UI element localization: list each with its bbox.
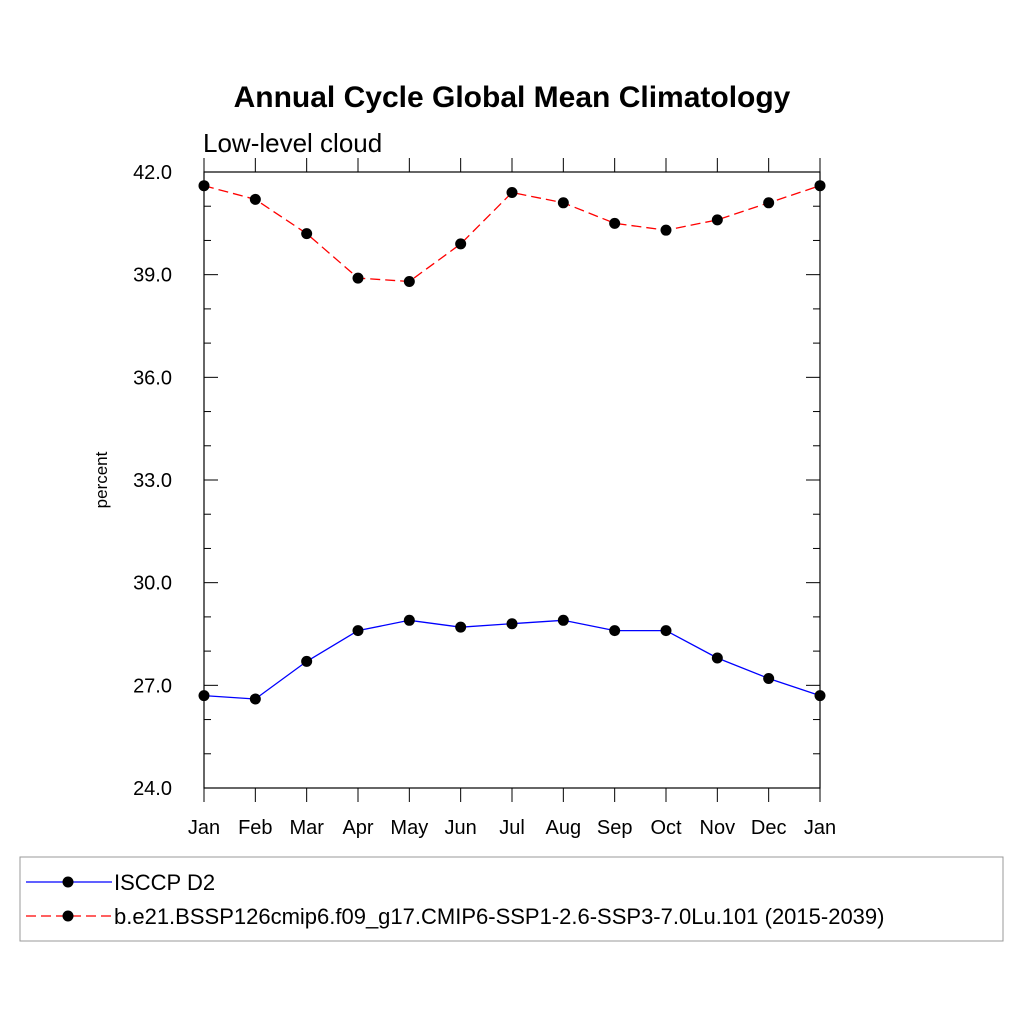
x-tick-label: Mar [289,817,324,839]
y-axis: 24.0 27.0 30.0 33.0 36.0 39.0 42.0 [133,162,820,800]
data-point [506,618,518,630]
y-tick-label: 36.0 [133,367,172,389]
x-tick-label: Feb [238,817,272,839]
data-point [660,224,672,236]
data-point [198,690,210,702]
y-tick-label: 42.0 [133,162,172,184]
x-tick-label: Apr [342,817,373,839]
x-tick-label: Jan [188,817,220,839]
x-tick-label: Sep [597,817,633,839]
x-tick-label: Jan [804,817,836,839]
data-point [352,625,364,637]
data-point [711,652,723,664]
y-tick-label: 24.0 [133,778,172,800]
x-tick-label: Nov [700,817,736,839]
series-layer [198,180,826,705]
y-tick-label: 39.0 [133,265,172,287]
data-point [249,693,261,705]
series-line [203,619,821,700]
data-point [455,621,467,633]
data-point [660,625,672,637]
x-tick-label: Oct [650,817,682,839]
chart-title: Annual Cycle Global Mean Climatology [234,81,791,114]
data-point [711,214,723,226]
data-point [301,655,313,667]
data-point [814,180,826,192]
data-point [249,193,261,205]
legend-marker [62,876,74,888]
y-tick-label: 30.0 [133,573,172,595]
data-point [609,625,621,637]
series-1 [198,614,826,705]
x-tick-label: Dec [751,817,787,839]
data-point [301,228,313,240]
data-point [557,614,569,626]
legend-label: b.e21.BSSP126cmip6.f09_g17.CMIP6-SSP1-2.… [114,904,884,929]
legend-entry: b.e21.BSSP126cmip6.f09_g17.CMIP6-SSP1-2.… [26,904,884,929]
legend-entry: ISCCP D2 [26,870,215,895]
series-2 [198,180,826,288]
y-tick-label: 33.0 [133,470,172,492]
data-point [763,197,775,209]
data-point [763,672,775,684]
y-axis-label: percent [92,451,111,508]
x-tick-label: May [390,817,428,839]
legend-marker [62,910,74,922]
data-point [455,238,467,250]
x-tick-label: Jul [499,817,525,839]
legend-entries: ISCCP D2 b.e21.BSSP126cmip6.f09_g17.CMIP6… [26,870,884,929]
legend-label: ISCCP D2 [114,870,215,895]
x-axis: Jan Feb Mar Apr May Jun Jul Aug Sep Oct Nov Dec Jan [188,158,836,839]
chart-subtitle: Low-level cloud [203,128,382,158]
data-point [557,197,569,209]
series-line [203,185,821,283]
data-point [609,217,621,229]
plot-frame [203,171,821,789]
x-tick-label: Jun [445,817,477,839]
data-point [403,276,415,288]
y-tick-label: 27.0 [133,675,172,697]
data-point [506,187,518,199]
legend [19,856,1004,942]
x-tick-label: Aug [546,817,582,839]
data-point [403,614,415,626]
data-point [198,180,210,192]
data-point [352,272,364,284]
data-point [814,690,826,702]
